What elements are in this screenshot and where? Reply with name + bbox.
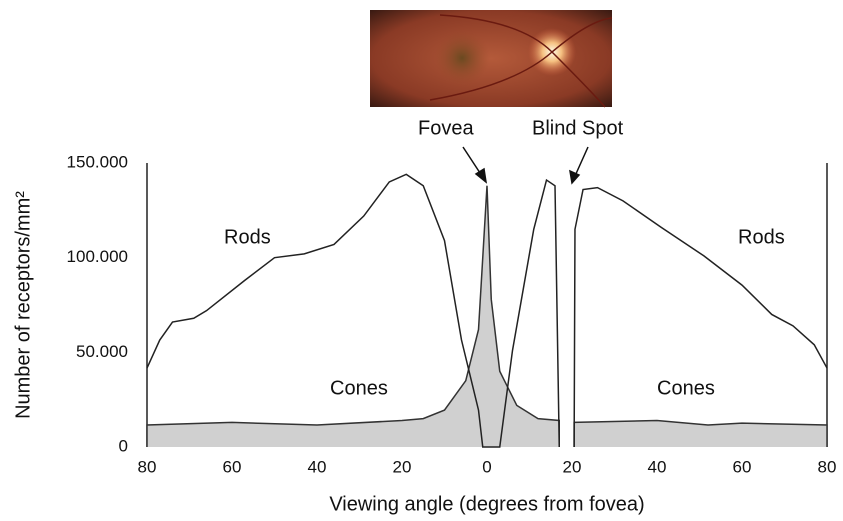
x-tick-label: 20 [563, 457, 582, 476]
x-tick-label: 20 [393, 457, 412, 476]
annotation: Cones [657, 377, 715, 399]
area [147, 186, 827, 447]
y-axis-label: Number of receptors/mm² [12, 191, 34, 419]
x-tick-label: 80 [818, 457, 837, 476]
x-tick-label: 40 [308, 457, 327, 476]
x-tick-label: 80 [138, 457, 157, 476]
y-tick-label: 150.000 [67, 152, 128, 171]
x-tick-label: 60 [733, 457, 752, 476]
annotation: Fovea [418, 117, 474, 139]
x-tick-label: 40 [648, 457, 667, 476]
annotation: Blind Spot [532, 117, 624, 139]
chart: Rods Rods Cones Cones Fovea Blind Spot V… [0, 0, 843, 521]
x-tick-label: 0 [482, 457, 491, 476]
y-tick-label: 0 [119, 436, 128, 455]
annotation: Rods [738, 226, 785, 248]
annotation: Rods [224, 226, 271, 248]
annotation: Cones [330, 377, 388, 399]
x-axis-label: Viewing angle (degrees from fovea) [329, 493, 644, 515]
y-tick-label: 100.000 [67, 247, 128, 266]
y-tick-label: 50.000 [76, 342, 128, 361]
x-tick-label: 60 [223, 457, 242, 476]
arrows [463, 147, 588, 183]
retina-photo [370, 10, 612, 107]
